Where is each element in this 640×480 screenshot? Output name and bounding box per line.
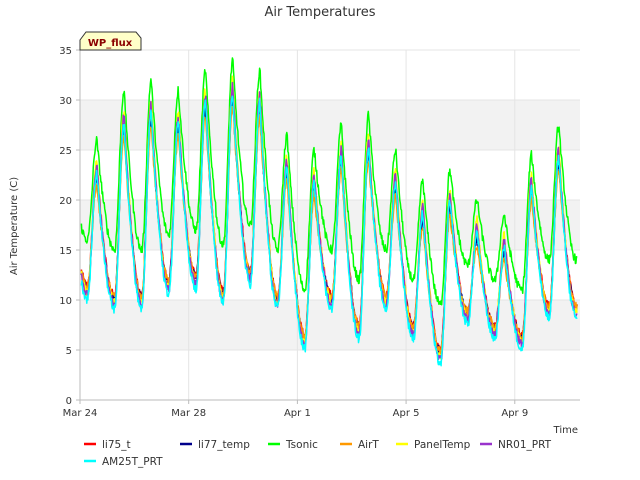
- legend-label: li77_temp: [198, 439, 250, 451]
- y-tick-label: 5: [66, 346, 72, 357]
- y-tick-labels: 0 5 10 15 20 25 30 35: [59, 46, 80, 407]
- site-label: WP_flux: [88, 38, 133, 49]
- y-tick-label: 25: [59, 146, 72, 157]
- legend-label: li75_t: [102, 439, 131, 451]
- x-tick-label: Apr 5: [393, 408, 420, 419]
- site-label-box: WP_flux: [79, 31, 142, 51]
- legend: li75_t li77_temp Tsonic AirT PanelTemp NR01_P…: [84, 439, 552, 468]
- series-line-am25t-prt: [80, 95, 578, 367]
- y-tick-label: 10: [59, 296, 72, 307]
- chart-title: Air Temperatures: [264, 5, 375, 20]
- series-line-tsonic: [80, 57, 578, 306]
- y-tick-label: 0: [66, 396, 72, 407]
- x-tick-label: Apr 1: [284, 408, 311, 419]
- series-lines: [80, 57, 578, 367]
- series-line-nr01-prt: [80, 81, 578, 361]
- legend-label: NR01_PRT: [498, 439, 552, 451]
- x-tick-label: Apr 9: [501, 408, 528, 419]
- y-tick-label: 15: [59, 246, 72, 257]
- x-axis-label: Time: [553, 425, 578, 436]
- y-tick-label: 30: [59, 96, 72, 107]
- y-tick-label: 35: [59, 46, 72, 57]
- legend-label: PanelTemp: [414, 439, 471, 451]
- x-tick-label: Mar 28: [171, 408, 206, 419]
- legend-label: Tsonic: [285, 439, 318, 451]
- y-axis-label: Air Temperature (C): [9, 177, 20, 275]
- legend-label: AM25T_PRT: [102, 456, 163, 468]
- x-tick-label: Mar 24: [63, 408, 98, 419]
- grid-band: [80, 100, 580, 150]
- y-tick-label: 20: [59, 196, 72, 207]
- grid-band: [80, 200, 580, 250]
- legend-label: AirT: [358, 439, 379, 451]
- x-tick-labels: Mar 24 Mar 28 Apr 1 Apr 5 Apr 9: [63, 400, 528, 419]
